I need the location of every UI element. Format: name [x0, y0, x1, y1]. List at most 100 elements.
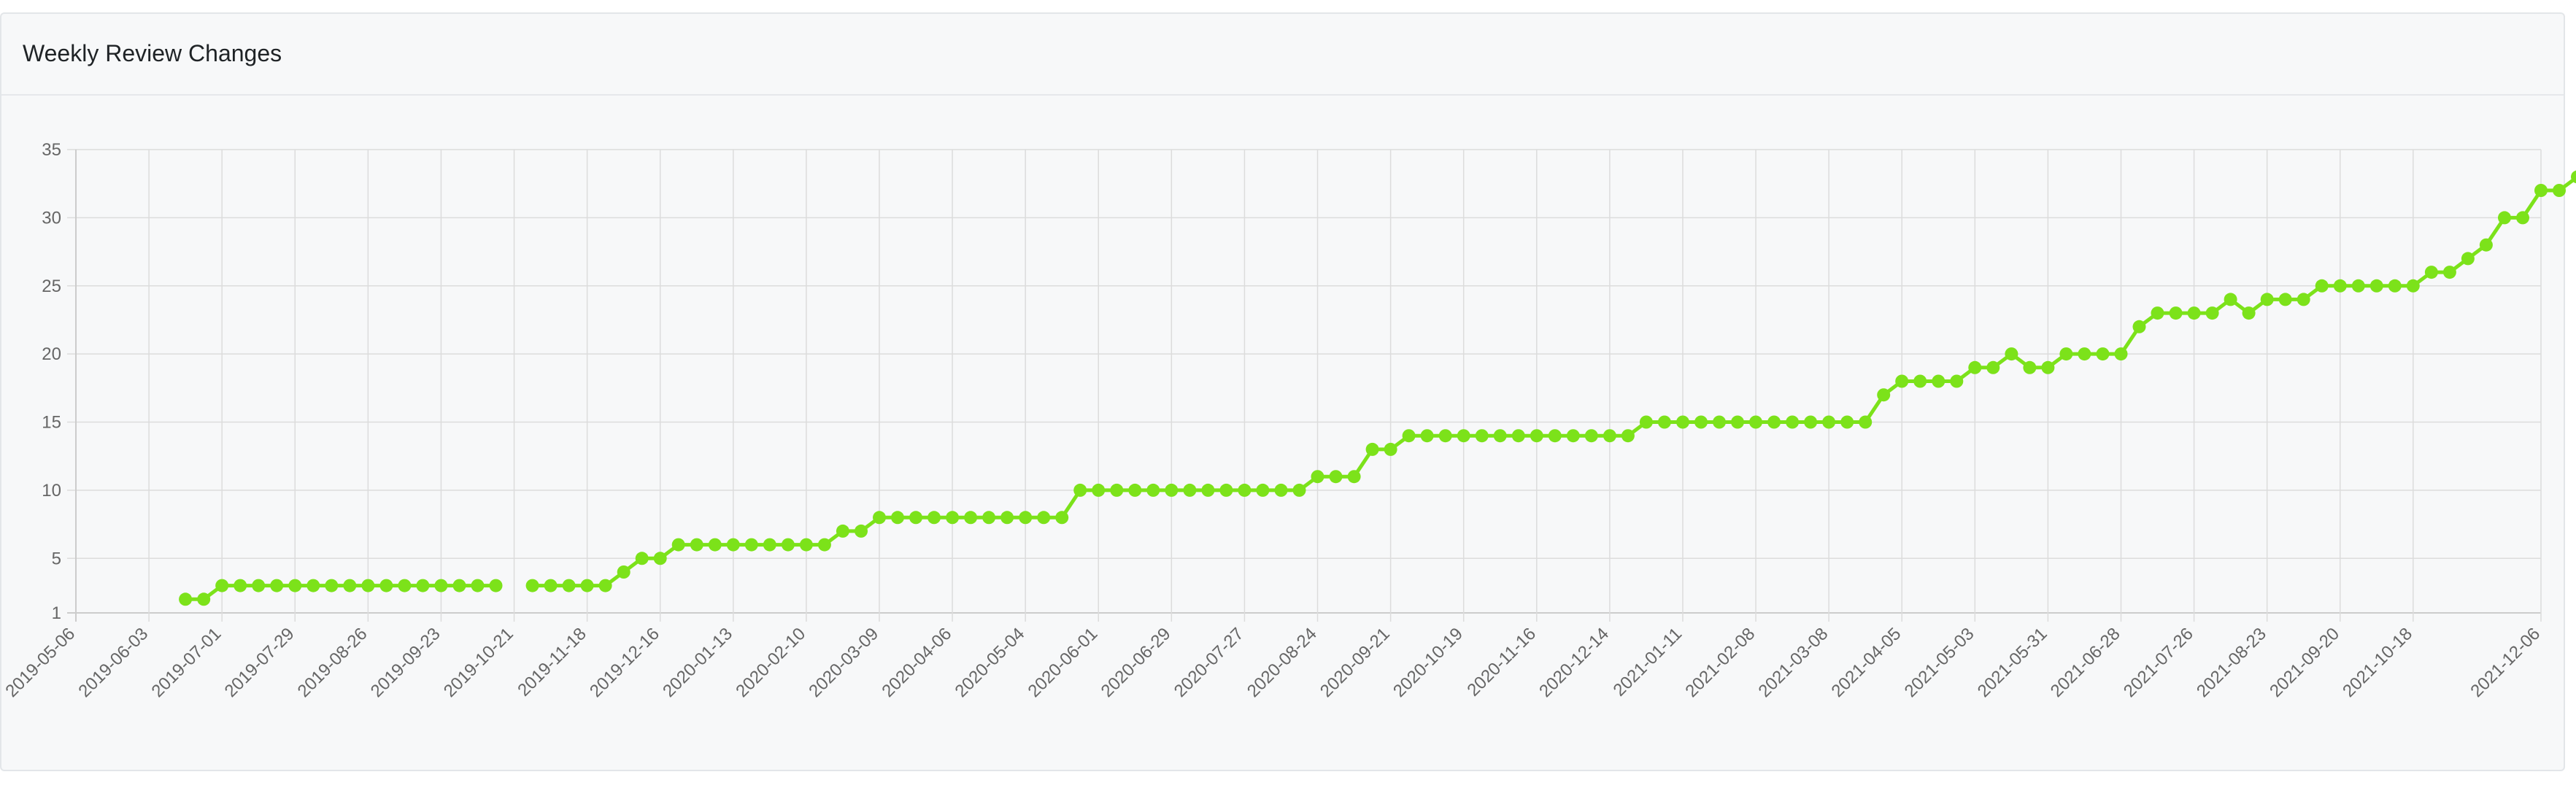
- data-point: [1511, 429, 1525, 443]
- data-point: [726, 538, 740, 552]
- data-point: [2260, 293, 2274, 306]
- series-line: [532, 175, 2576, 588]
- data-point: [1657, 415, 1671, 429]
- x-tick-label: 2020-02-10: [732, 624, 809, 701]
- y-tick-label: 10: [42, 481, 61, 501]
- data-point: [1110, 483, 1124, 497]
- data-point: [617, 565, 630, 579]
- data-point: [2114, 347, 2128, 361]
- data-point: [215, 579, 229, 592]
- data-point: [1165, 483, 1179, 497]
- data-point: [1420, 429, 1434, 443]
- chart-title: Weekly Review Changes: [23, 40, 282, 66]
- data-point: [2205, 306, 2219, 320]
- data-point: [1219, 483, 1233, 497]
- x-tick-label: 2020-03-09: [805, 624, 882, 701]
- x-tick-label: 2021-12-06: [2467, 624, 2544, 701]
- data-point: [1000, 511, 1014, 525]
- data-point: [2132, 320, 2146, 333]
- data-point: [2059, 347, 2073, 361]
- data-point: [2333, 279, 2347, 293]
- data-point: [1183, 483, 1197, 497]
- chart-card: Weekly Review Changes: [0, 12, 2565, 771]
- data-point: [1493, 429, 1507, 443]
- data-point: [598, 579, 612, 592]
- data-point: [544, 579, 558, 592]
- data-point: [416, 579, 430, 592]
- data-point: [1932, 374, 1946, 388]
- data-point: [270, 579, 284, 592]
- data-point: [1840, 415, 1854, 429]
- data-point: [325, 579, 339, 592]
- data-point: [2242, 306, 2256, 320]
- data-point: [2516, 211, 2529, 225]
- x-tick-label: 2021-05-31: [1974, 624, 2051, 701]
- x-tick-label: 2019-12-16: [586, 624, 663, 701]
- data-point: [2406, 279, 2420, 293]
- data-point: [928, 511, 941, 525]
- data-point: [1256, 483, 1270, 497]
- data-point: [817, 538, 831, 552]
- x-tick-label: 2020-08-24: [1243, 624, 1321, 701]
- data-point: [799, 538, 813, 552]
- data-point: [1329, 470, 1343, 484]
- data-point: [2369, 279, 2383, 293]
- data-point: [2151, 306, 2164, 320]
- data-point: [2315, 279, 2329, 293]
- data-point: [2297, 293, 2310, 306]
- data-point: [2571, 170, 2576, 184]
- data-point: [1694, 415, 1708, 429]
- data-point: [1548, 429, 1562, 443]
- data-point: [489, 579, 503, 592]
- data-point: [1731, 415, 1744, 429]
- data-point: [873, 511, 886, 525]
- data-point: [1037, 511, 1051, 525]
- data-point: [252, 579, 266, 592]
- data-point: [1311, 470, 1324, 484]
- data-point: [982, 511, 996, 525]
- y-tick-label: 30: [42, 208, 61, 228]
- data-point: [2187, 306, 2201, 320]
- data-point: [2078, 347, 2091, 361]
- data-point: [179, 592, 193, 606]
- grid-lines: [67, 149, 2542, 622]
- data-point: [946, 511, 960, 525]
- data-point: [1457, 429, 1470, 443]
- data-point: [891, 511, 904, 525]
- data-point: [361, 579, 375, 592]
- x-tick-label: 2020-09-21: [1316, 624, 1394, 701]
- data-point: [234, 579, 247, 592]
- x-tick-label: 2020-01-13: [659, 624, 736, 701]
- data-point: [1238, 483, 1252, 497]
- series-line: [185, 584, 496, 601]
- data-point: [1274, 483, 1288, 497]
- data-point: [1530, 429, 1543, 443]
- data-point: [708, 538, 722, 552]
- x-tick-label: 2020-06-29: [1098, 624, 1175, 701]
- data-point: [1877, 388, 1891, 402]
- data-point: [1859, 415, 1873, 429]
- x-tick-label: 2021-06-28: [2047, 624, 2124, 701]
- data-point: [580, 579, 594, 592]
- data-point: [1621, 429, 1635, 443]
- x-tick-label: 2019-07-29: [221, 624, 298, 701]
- x-tick-label: 2021-09-20: [2266, 624, 2343, 701]
- data-point: [1019, 511, 1033, 525]
- data-point: [836, 524, 849, 538]
- data-point: [1384, 442, 1397, 456]
- data-point: [1639, 415, 1653, 429]
- data-point: [1475, 429, 1489, 443]
- x-tick-label: 2019-11-18: [514, 624, 590, 700]
- data-point: [635, 552, 649, 565]
- data-point: [1968, 360, 1982, 374]
- data-point: [1292, 483, 1306, 497]
- data-point: [2278, 293, 2292, 306]
- x-tick-label: 2019-05-06: [1, 624, 79, 701]
- data-point: [1347, 470, 1361, 484]
- x-tick-label: 2019-07-01: [148, 624, 225, 701]
- data-point: [690, 538, 703, 552]
- data-point: [1092, 483, 1106, 497]
- data-point: [1402, 429, 1416, 443]
